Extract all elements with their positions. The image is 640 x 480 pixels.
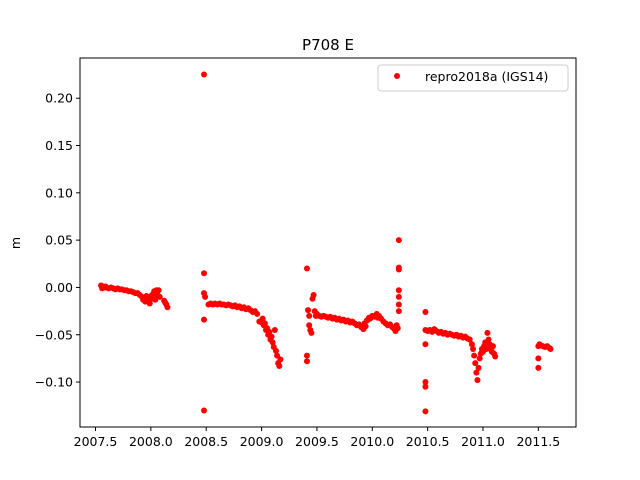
data-point [201,270,207,277]
data-point [308,329,315,336]
data-point [272,347,279,354]
x-axis-ticks: 2007.5 2008.0 2008.5 2009.0 2009.5 2010.0 2010… [74,427,560,449]
data-point [268,333,275,340]
x-tick-label: 2011.5 [516,434,560,449]
data-point [468,341,475,348]
legend: repro2018a (IGS14) [377,64,569,92]
x-tick-label: 2009.0 [240,434,284,449]
data-point [489,343,496,350]
data-point [303,265,310,272]
data-point [535,364,542,371]
x-tick-label: 2010.0 [350,434,394,449]
x-tick-label: 2011.0 [461,434,505,449]
data-point [269,339,276,346]
data-point [146,300,153,307]
data-point [306,312,313,319]
data-point [306,322,313,329]
data-point [266,328,273,335]
x-tick-label: 2010.5 [406,434,450,449]
data-point [201,71,207,78]
data-point [395,237,402,244]
data-point [476,355,483,362]
x-tick-label: 2007.5 [74,434,118,449]
data-point [395,301,402,308]
data-point [156,293,163,300]
data-point [470,345,477,352]
data-point [484,329,491,336]
data-point [422,408,429,415]
data-point [492,353,499,360]
data-point [471,352,478,359]
y-tick-label: 0.15 [45,138,73,153]
x-tick-label: 2008.0 [129,434,173,449]
data-points [98,71,554,415]
data-point [152,296,159,303]
data-point [201,407,207,414]
data-point [303,352,310,359]
data-point [276,362,283,369]
data-point [535,355,542,362]
data-point [474,377,481,384]
data-point [303,358,310,365]
data-point [362,323,369,330]
y-axis-label: m [8,237,23,249]
y-tick-label: 0.05 [45,233,73,248]
chart-title: P708 E [302,36,354,54]
data-point [164,304,171,311]
data-point [422,309,429,316]
data-point [310,292,317,299]
x-tick-label: 2009.5 [295,434,339,449]
y-tick-label: 0.20 [45,91,73,106]
data-point [483,345,490,352]
data-point [395,266,402,273]
y-tick-label: −0.10 [35,375,73,390]
data-point [395,293,402,300]
data-point [202,293,209,300]
data-point [422,379,429,386]
plot-frame [79,57,577,428]
data-point [466,336,473,343]
data-point [271,327,278,334]
data-point [547,345,554,352]
data-point [305,307,312,314]
data-point [422,341,429,348]
data-point [395,308,402,315]
data-point [201,316,207,323]
data-point [277,356,284,363]
y-axis-ticks: 0.20 0.15 0.10 0.05 0.00 −0.05 −0.10 [35,91,80,390]
data-point [254,310,261,317]
data-point [261,320,268,327]
data-point [394,325,401,332]
legend-box [377,64,569,92]
data-point [485,336,492,343]
data-point [473,369,480,376]
legend-marker [394,73,400,79]
data-point [472,360,479,367]
y-tick-label: 0.10 [45,185,73,200]
data-point [422,383,429,390]
y-tick-label: −0.05 [35,327,73,342]
data-point [475,364,482,371]
data-point [259,315,266,322]
y-tick-label: 0.00 [45,280,73,295]
x-tick-label: 2008.5 [184,434,228,449]
legend-label: repro2018a (IGS14) [425,69,548,84]
data-point [155,287,162,294]
data-point [395,287,402,294]
